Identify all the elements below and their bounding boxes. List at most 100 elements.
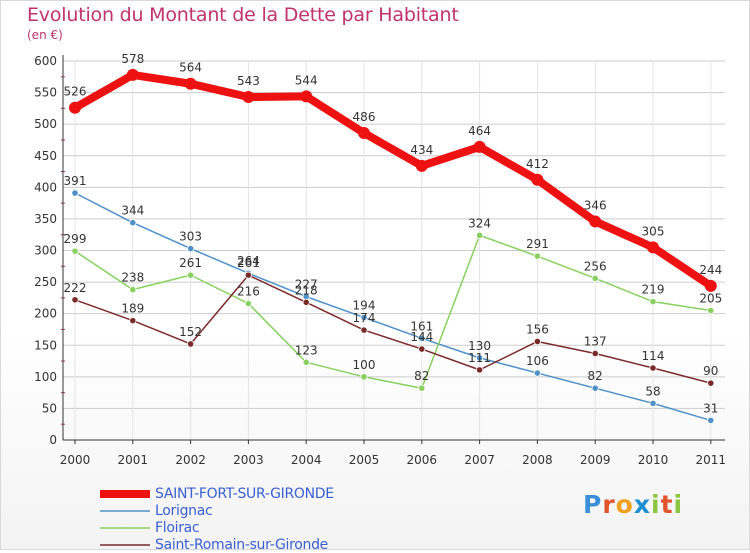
data-label: 256 — [584, 259, 607, 273]
legend-item-series-3: Floirac — [100, 519, 334, 536]
data-label: 123 — [295, 343, 318, 357]
data-point — [415, 159, 428, 172]
x-tick-label: 2001 — [118, 453, 149, 467]
x-tick-label: 2005 — [349, 453, 380, 467]
data-point — [71, 296, 79, 304]
legend-swatch — [100, 544, 150, 546]
data-label: 564 — [179, 61, 202, 75]
y-tick-label: 500 — [34, 117, 57, 131]
data-label: 189 — [121, 302, 144, 316]
y-tick-label: 200 — [34, 307, 57, 321]
x-tick-label: 2003 — [233, 453, 264, 467]
data-label: 544 — [295, 73, 318, 87]
y-tick-label: 550 — [34, 86, 57, 100]
data-label: 291 — [526, 237, 549, 251]
y-tick-label: 150 — [34, 338, 57, 352]
legend-label: SAINT-FORT-SUR-GIRONDE — [155, 485, 334, 502]
data-point — [302, 358, 310, 366]
data-point — [71, 189, 79, 197]
data-label: 543 — [237, 74, 260, 88]
series-line-2 — [74, 192, 712, 422]
data-point — [244, 271, 252, 279]
data-label: 137 — [584, 334, 607, 348]
data-label: 144 — [410, 330, 433, 344]
data-point — [187, 245, 195, 253]
legend-item-series-4: Saint-Romain-sur-Gironde — [100, 536, 334, 553]
data-point — [69, 101, 81, 114]
data-label: 161 — [410, 319, 433, 333]
data-point — [707, 416, 715, 425]
data-point — [473, 140, 486, 153]
data-label: 194 — [353, 298, 376, 312]
data-point — [649, 298, 657, 306]
data-label: 174 — [353, 311, 376, 325]
legend-label: Floirac — [155, 519, 200, 536]
chart-legend: SAINT-FORT-SUR-GIRONDE Lorignac Floirac … — [100, 485, 334, 553]
x-tick-label: 2002 — [175, 453, 206, 467]
data-point — [475, 366, 484, 374]
data-point — [647, 241, 659, 254]
data-point — [418, 384, 426, 392]
data-label: 264 — [237, 254, 260, 268]
data-label: 244 — [699, 263, 722, 277]
data-point — [704, 279, 717, 292]
data-point — [129, 317, 137, 325]
data-label: 216 — [237, 285, 260, 299]
data-point — [418, 345, 426, 353]
data-point — [533, 337, 542, 346]
data-point — [358, 127, 370, 140]
data-label: 526 — [64, 85, 87, 99]
data-label: 391 — [64, 174, 87, 188]
data-label: 152 — [179, 325, 202, 339]
data-label: 100 — [353, 358, 376, 372]
data-label: 261 — [237, 256, 260, 270]
data-label: 486 — [353, 110, 376, 124]
data-label: 344 — [121, 204, 144, 218]
data-label: 412 — [526, 157, 549, 171]
data-point — [360, 313, 368, 322]
legend-swatch — [100, 527, 150, 529]
chart-title: Evolution du Montant de la Dette par Hab… — [27, 4, 459, 26]
data-point — [475, 354, 484, 362]
data-label: 219 — [642, 283, 665, 297]
data-point — [187, 340, 195, 348]
y-tick-label: 0 — [49, 433, 57, 447]
data-point — [129, 286, 137, 294]
data-point — [129, 219, 137, 227]
data-label: 324 — [468, 216, 491, 230]
x-tick-label: 2000 — [60, 453, 91, 467]
chart-unit-subtitle: (en €) — [27, 28, 63, 42]
data-point — [242, 91, 255, 104]
data-point — [302, 298, 310, 306]
y-tick-label: 50 — [42, 401, 57, 415]
legend-swatch — [100, 490, 150, 498]
data-label: 227 — [295, 278, 318, 292]
data-label: 218 — [295, 283, 318, 297]
data-label: 205 — [699, 292, 722, 306]
x-tick-label: 2006 — [407, 453, 438, 467]
data-label: 299 — [64, 232, 87, 246]
proxiti-logo: Proxiti — [583, 490, 684, 519]
data-point — [533, 369, 542, 377]
data-point — [533, 252, 542, 260]
data-point — [184, 77, 197, 90]
data-point — [126, 68, 139, 81]
x-tick-label: 2010 — [638, 453, 669, 467]
x-tick-label: 2009 — [580, 453, 611, 467]
data-label: 464 — [468, 124, 491, 138]
data-point — [187, 271, 195, 279]
data-label: 305 — [642, 224, 665, 238]
data-point — [649, 364, 657, 372]
data-label: 82 — [588, 369, 603, 383]
data-point — [360, 326, 368, 334]
y-tick-label: 450 — [34, 149, 57, 163]
legend-label: Saint-Romain-sur-Gironde — [155, 536, 328, 553]
data-point — [591, 349, 599, 358]
series-line-3 — [74, 234, 712, 389]
data-point — [475, 231, 484, 239]
y-tick-label: 100 — [34, 370, 57, 384]
x-tick-label: 2007 — [464, 453, 495, 467]
data-point — [531, 173, 544, 186]
y-tick-label: 400 — [34, 180, 57, 194]
